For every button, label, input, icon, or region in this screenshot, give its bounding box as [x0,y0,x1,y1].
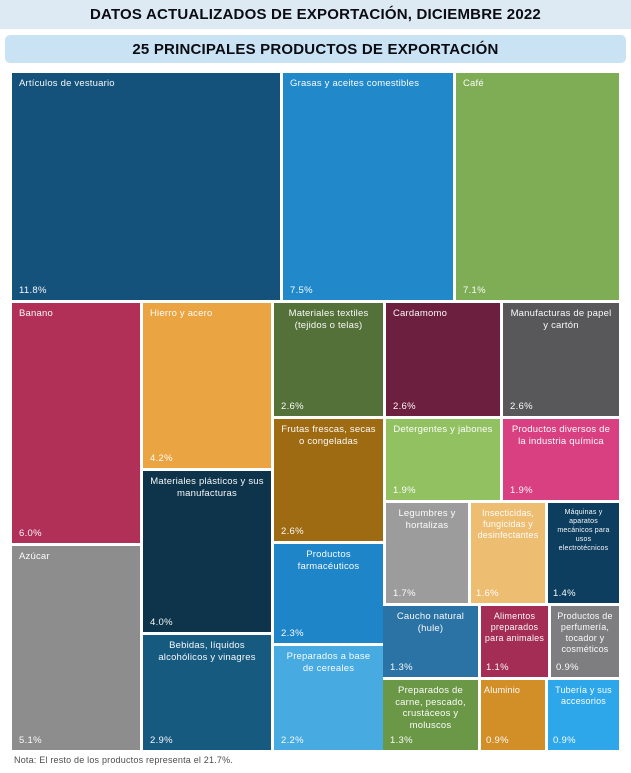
tile-label: Productos de perfumería, tocador y cosmé… [557,611,613,654]
treemap-tile[interactable]: Alimentos preparados para animales 1.1% [481,606,548,677]
treemap-tile[interactable]: Detergentes y jabones 1.9% [386,419,500,500]
treemap-tile[interactable]: Preparados de carne, pescado, crustáceos… [383,680,478,750]
chart-title: 25 PRINCIPALES PRODUCTOS DE EXPORTACIÓN [132,40,499,58]
treemap-tile[interactable]: Hierro y acero 4.2% [143,303,271,468]
treemap-tile[interactable]: Productos diversos de la industria quími… [503,419,619,500]
treemap-tile[interactable]: Productos de perfumería, tocador y cosmé… [551,606,619,677]
tile-label: Productos diversos de la industria quími… [511,424,611,447]
tile-percent: 2.6% [281,526,304,537]
tile-label: Hierro y acero [150,308,213,319]
tile-percent: 2.2% [281,735,304,746]
tile-label: Materiales plásticos y sus manufacturas [150,476,264,499]
tile-label: Alimentos preparados para animales [484,611,545,643]
treemap-tile[interactable]: Caucho natural (hule) 1.3% [383,606,478,677]
tile-percent: 0.9% [553,735,576,746]
tile-percent: 5.1% [19,735,42,746]
tile-label: Café [463,78,484,89]
treemap-tile[interactable]: Bebidas, líquidos alcohólicos y vinagres… [143,635,271,750]
tile-percent: 7.1% [463,285,486,296]
report-title-bar: DATOS ACTUALIZADOS DE EXPORTACIÓN, DICIE… [0,0,631,29]
report-title: DATOS ACTUALIZADOS DE EXPORTACIÓN, DICIE… [90,6,541,23]
treemap-tile[interactable]: Aluminio 0.9% [481,680,545,750]
tile-percent: 1.6% [476,588,499,599]
footnote: Nota: El resto de los productos represen… [14,755,234,765]
treemap-tile[interactable]: Azúcar 5.1% [12,546,140,750]
treemap-tile[interactable]: Productos farmacéuticos 2.3% [274,544,383,643]
tile-percent: 1.1% [486,662,509,673]
treemap-tile[interactable]: Banano 6.0% [12,303,140,543]
tile-label: Preparados de carne, pescado, crustáceos… [395,685,466,731]
tile-label: Bebidas, líquidos alcohólicos y vinagres [158,640,256,663]
chart-title-box: 25 PRINCIPALES PRODUCTOS DE EXPORTACIÓN [5,35,626,63]
tile-percent: 11.8% [19,285,47,296]
tile-label: Azúcar [19,551,50,562]
tile-percent: 4.2% [150,453,173,464]
tile-label: Artículos de vestuario [19,78,115,89]
tile-percent: 1.3% [390,735,413,746]
treemap-tile[interactable]: Preparados a base de cereales 2.2% [274,646,383,750]
treemap-tile[interactable]: Tubería y sus accesorios 0.9% [548,680,619,750]
tile-percent: 1.9% [393,485,416,496]
treemap-tile[interactable]: Insecticidas, fungicidas y desinfectante… [471,503,545,603]
tile-percent: 2.6% [393,401,416,412]
treemap-tile[interactable]: Materiales plásticos y sus manufacturas 4… [143,471,271,632]
tile-percent: 0.9% [556,662,579,673]
treemap-tile[interactable]: Máquinas y aparatos mecánicos para usos … [548,503,619,603]
tile-label: Insecticidas, fungicidas y desinfectante… [477,508,539,540]
tile-percent: 2.6% [281,401,304,412]
tile-percent: 4.0% [150,617,173,628]
treemap-tile[interactable]: Manufacturas de papel y cartón 2.6% [503,303,619,416]
tile-label: Legumbres y hortalizas [398,508,456,531]
tile-label: Frutas frescas, secas o congeladas [281,424,376,447]
tile-label: Banano [19,308,53,319]
tile-label: Grasas y aceites comestibles [290,78,420,89]
tile-percent: 1.3% [390,662,413,673]
tile-label: Tubería y sus accesorios [555,685,612,706]
tile-percent: 1.7% [393,588,416,599]
treemap-tile[interactable]: Frutas frescas, secas o congeladas 2.6% [274,419,383,541]
treemap-tile[interactable]: Artículos de vestuario 11.8% [12,73,280,300]
tile-label: Detergentes y jabones [393,424,493,435]
treemap-tile[interactable]: Cardamomo 2.6% [386,303,500,416]
tile-percent: 0.9% [486,735,509,746]
tile-label: Productos farmacéuticos [297,549,360,572]
tile-percent: 2.6% [510,401,533,412]
tile-percent: 1.9% [510,485,533,496]
treemap-tile[interactable]: Legumbres y hortalizas 1.7% [386,503,468,603]
tile-percent: 6.0% [19,528,42,539]
tile-label: Manufacturas de papel y cartón [510,308,612,331]
treemap-tile[interactable]: Materiales textiles (tejidos o telas) 2.6… [274,303,383,416]
tile-percent: 2.3% [281,628,304,639]
tile-label: Aluminio [484,685,521,695]
tile-label: Materiales textiles (tejidos o telas) [288,308,369,331]
treemap-tile[interactable]: Grasas y aceites comestibles 7.5% [283,73,453,300]
tile-percent: 2.9% [150,735,173,746]
tile-label: Cardamomo [393,308,448,319]
tile-label: Preparados a base de cereales [286,651,371,674]
tile-label: Caucho natural (hule) [396,611,465,634]
treemap-tile[interactable]: Café 7.1% [456,73,619,300]
tile-percent: 7.5% [290,285,313,296]
tile-percent: 1.4% [553,588,576,599]
tile-label: Máquinas y aparatos mecánicos para usos … [557,509,610,553]
